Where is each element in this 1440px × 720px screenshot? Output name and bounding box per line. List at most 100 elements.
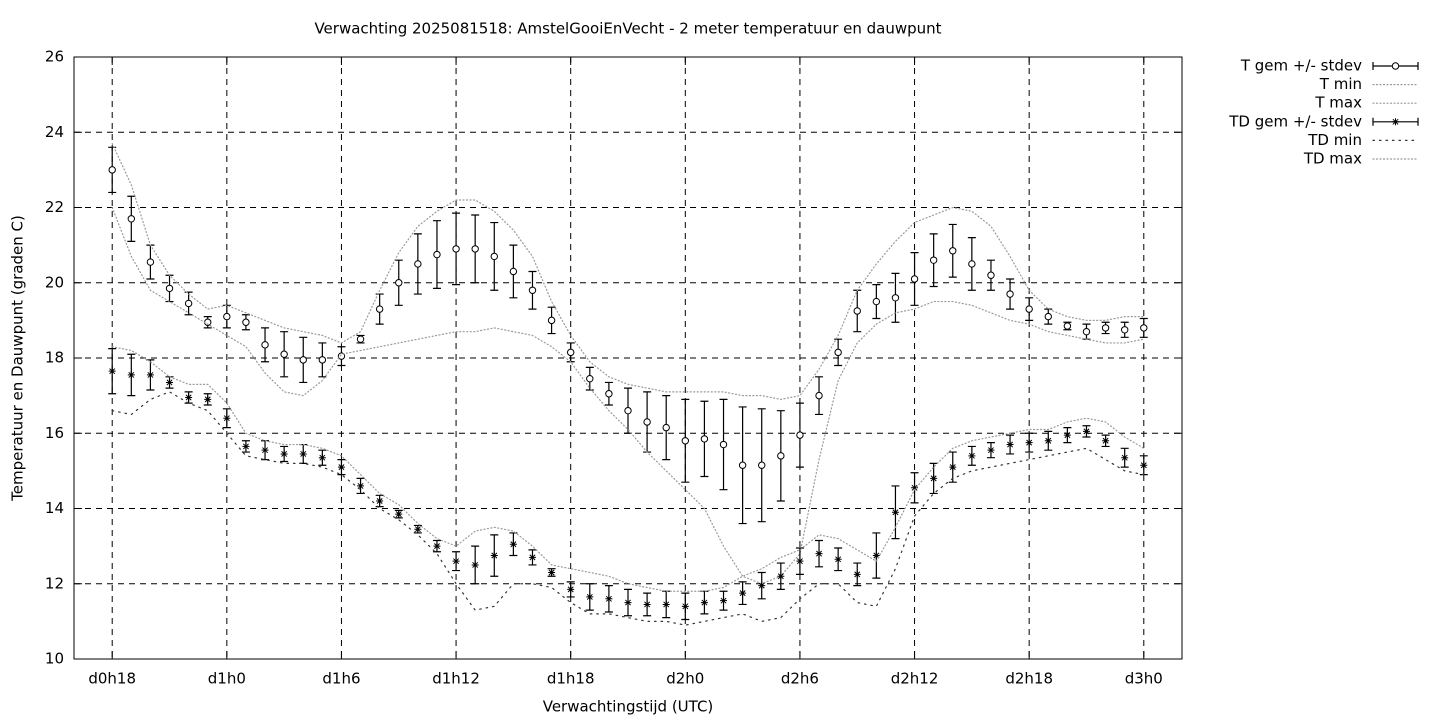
data-point bbox=[643, 418, 651, 426]
data-point bbox=[414, 525, 422, 533]
data-point bbox=[1101, 324, 1110, 332]
data-point bbox=[738, 461, 747, 469]
data-point bbox=[261, 341, 269, 349]
y-tick-label: 18 bbox=[45, 349, 64, 367]
x-tick-label: d1h6 bbox=[322, 670, 360, 688]
data-point bbox=[872, 552, 880, 560]
data-point bbox=[146, 258, 155, 266]
data-point bbox=[853, 307, 861, 315]
data-point bbox=[280, 450, 288, 458]
y-tick-label: 20 bbox=[45, 273, 64, 291]
data-point bbox=[1044, 312, 1052, 321]
data-point bbox=[662, 600, 670, 608]
data-point bbox=[853, 570, 861, 578]
data-point bbox=[433, 250, 441, 259]
data-point bbox=[891, 294, 900, 302]
data-point bbox=[490, 252, 498, 261]
data-point bbox=[299, 356, 307, 364]
data-point bbox=[1140, 461, 1148, 469]
data-point bbox=[1044, 437, 1052, 445]
data-point bbox=[185, 394, 193, 402]
data-point bbox=[911, 484, 919, 492]
data-point bbox=[414, 260, 422, 268]
data-point bbox=[662, 423, 670, 432]
data-point bbox=[337, 463, 345, 471]
data-point bbox=[700, 599, 708, 607]
data-point bbox=[624, 406, 632, 415]
legend-label: TD gem +/- stdev bbox=[1228, 112, 1362, 130]
data-point bbox=[471, 245, 479, 253]
data-point bbox=[643, 600, 651, 608]
data-point bbox=[184, 299, 193, 308]
x-tick-label: d1h12 bbox=[432, 670, 480, 688]
data-point bbox=[1120, 326, 1129, 334]
data-point bbox=[1082, 427, 1090, 435]
data-point bbox=[624, 599, 632, 607]
y-tick-label: 12 bbox=[45, 574, 64, 592]
data-point bbox=[681, 437, 690, 445]
data-point bbox=[223, 312, 231, 321]
data-point bbox=[127, 371, 135, 379]
data-point bbox=[471, 561, 479, 569]
data-point bbox=[452, 557, 460, 565]
data-point bbox=[777, 452, 785, 460]
x-tick-label: d1h0 bbox=[208, 670, 246, 688]
data-point bbox=[1006, 441, 1014, 449]
data-point bbox=[280, 350, 288, 358]
legend-label: TD min bbox=[1307, 131, 1362, 149]
data-point bbox=[528, 553, 536, 561]
data-point bbox=[376, 497, 384, 505]
data-point bbox=[987, 446, 995, 454]
x-tick-label: d0h18 bbox=[88, 670, 136, 688]
data-point bbox=[547, 316, 556, 325]
data-point bbox=[605, 595, 613, 603]
data-point bbox=[318, 356, 327, 364]
legend-marker bbox=[1391, 62, 1400, 70]
series-line bbox=[111, 346, 1145, 592]
data-point bbox=[1025, 439, 1033, 447]
data-point bbox=[127, 215, 136, 223]
data-point bbox=[815, 550, 823, 558]
data-point bbox=[586, 593, 594, 601]
data-point bbox=[719, 440, 728, 449]
data-point bbox=[528, 286, 537, 294]
data-point bbox=[356, 335, 365, 343]
y-tick-label: 24 bbox=[45, 123, 64, 141]
data-point bbox=[375, 305, 384, 313]
legend-label: T gem +/- stdev bbox=[1240, 57, 1362, 75]
x-tick-label: d3h0 bbox=[1125, 670, 1163, 688]
legend-label: T min bbox=[1319, 75, 1362, 93]
data-point bbox=[796, 557, 804, 565]
data-point bbox=[586, 374, 594, 383]
data-point bbox=[758, 461, 766, 469]
data-point bbox=[949, 247, 957, 255]
data-point bbox=[509, 540, 517, 548]
data-point bbox=[968, 452, 976, 460]
data-point bbox=[395, 279, 403, 287]
legend-marker bbox=[1392, 118, 1399, 126]
y-axis-label: Temperatuur en Dauwpunt (graden C) bbox=[9, 215, 27, 502]
x-tick-label: d2h18 bbox=[1005, 670, 1053, 688]
data-point bbox=[395, 510, 403, 518]
data-point bbox=[758, 582, 766, 590]
x-tick-label: d2h12 bbox=[891, 670, 939, 688]
plot-frame bbox=[73, 56, 1183, 660]
data-point bbox=[166, 378, 174, 386]
data-point bbox=[872, 297, 881, 306]
data-point bbox=[165, 284, 174, 293]
legend-label: T max bbox=[1314, 94, 1362, 112]
x-axis-label: Verwachtingstijd (UTC) bbox=[543, 698, 714, 716]
data-point bbox=[891, 508, 899, 516]
data-point bbox=[1006, 290, 1014, 298]
data-point bbox=[223, 414, 231, 422]
x-tick-label: d1h18 bbox=[547, 670, 595, 688]
data-point bbox=[452, 245, 460, 253]
data-point bbox=[968, 260, 976, 268]
data-point bbox=[987, 271, 995, 279]
data-point bbox=[1082, 327, 1091, 336]
data-point bbox=[242, 318, 250, 326]
data-point bbox=[261, 446, 269, 454]
data-point bbox=[567, 585, 575, 593]
